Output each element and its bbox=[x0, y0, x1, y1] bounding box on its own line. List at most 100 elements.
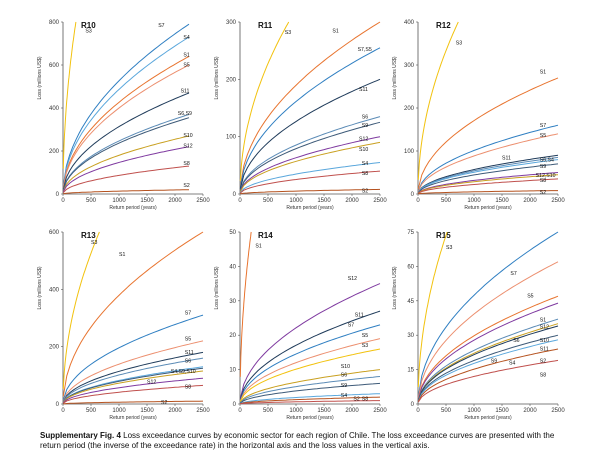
series-s12-line bbox=[239, 136, 381, 192]
chart-title: R11 bbox=[258, 21, 273, 30]
y-axis-label: Loss (millions US$) bbox=[214, 266, 220, 309]
series-label: S7 bbox=[158, 23, 164, 29]
y-tick-label: 10 bbox=[229, 368, 236, 374]
y-tick-label: 30 bbox=[229, 299, 236, 305]
x-tick-label: 2000 bbox=[168, 408, 182, 414]
y-tick-label: 200 bbox=[49, 149, 60, 155]
series-s12-line bbox=[239, 283, 381, 399]
series-label: S8 bbox=[540, 372, 546, 378]
series-label: S3 bbox=[285, 30, 291, 36]
x-tick-label: 500 bbox=[263, 408, 274, 414]
series-label: S9 bbox=[362, 123, 368, 129]
series-label: S11 bbox=[185, 350, 194, 356]
y-tick-label: 0 bbox=[233, 192, 237, 198]
series-label: S11 bbox=[359, 87, 368, 93]
x-tick-label: 0 bbox=[416, 198, 420, 204]
x-tick-label: 2000 bbox=[345, 408, 359, 414]
series-s11-line bbox=[62, 92, 190, 190]
series-s1-line bbox=[62, 231, 204, 397]
series-label: S2 bbox=[540, 359, 546, 365]
series-label: S4,S9,S10 bbox=[171, 369, 196, 375]
series-s5-line bbox=[239, 338, 381, 402]
x-tick-label: 1000 bbox=[112, 198, 126, 204]
series-label: S1 bbox=[540, 70, 546, 76]
series-label: S5 bbox=[185, 336, 191, 342]
series-label: S10 bbox=[183, 133, 192, 139]
series-s7-line bbox=[62, 314, 204, 401]
series-s2-line bbox=[417, 348, 559, 402]
y-tick-label: 800 bbox=[49, 20, 60, 26]
series-s12-line bbox=[418, 172, 559, 194]
y-tick-label: 30 bbox=[407, 333, 414, 339]
x-tick-label: 1000 bbox=[467, 198, 481, 204]
chart-panel-r11: 0 100 200 300 0 500 1000 1500 2000 2500 Return per… bbox=[214, 20, 387, 211]
series-label: S5 bbox=[362, 333, 368, 339]
series-label: S1 bbox=[183, 52, 189, 58]
chart-title: R14 bbox=[258, 231, 273, 240]
series-label: S2 bbox=[353, 397, 359, 403]
chart-panel-r13: 0 200 400 600 0 500 1000 1500 2000 2500 Return per… bbox=[37, 230, 210, 421]
y-tick-label: 15 bbox=[407, 368, 414, 374]
series-label: S8 bbox=[362, 397, 368, 403]
series-label: S5 bbox=[540, 133, 546, 139]
series-s9-line bbox=[417, 334, 559, 402]
y-axis-label: Loss (millions US$) bbox=[392, 56, 398, 99]
series-s7-line bbox=[62, 23, 190, 187]
series-s8-line bbox=[63, 384, 204, 404]
x-axis-label: Return period (years) bbox=[286, 415, 334, 421]
series-label: S4 bbox=[509, 360, 515, 366]
series-label: S11 bbox=[502, 156, 511, 162]
series-s9-line bbox=[239, 121, 381, 191]
chart-panel-r12: 0 100 200 300 400 0 500 1000 1500 2000 2500 Return … bbox=[392, 20, 565, 211]
x-tick-label: 2000 bbox=[168, 198, 182, 204]
series-label: S11 bbox=[181, 89, 190, 95]
y-tick-label: 75 bbox=[407, 230, 414, 236]
series-s6-line bbox=[239, 116, 381, 191]
series-label: S4 bbox=[362, 161, 368, 167]
x-tick-label: 1000 bbox=[467, 408, 481, 414]
y-tick-label: 50 bbox=[229, 230, 236, 236]
series-label: S3 bbox=[85, 28, 91, 34]
series-s8-line bbox=[239, 170, 381, 194]
series-s8-line bbox=[418, 178, 559, 194]
series-label: S7 bbox=[348, 323, 354, 329]
x-tick-label: 1500 bbox=[317, 198, 331, 204]
caption-text: Loss exceedance curves by economic secto… bbox=[40, 431, 555, 450]
caption-label: Supplementary Fig. 4 bbox=[40, 431, 121, 440]
series-label: S12 bbox=[359, 137, 368, 143]
series-s6-line bbox=[62, 357, 204, 403]
series-s2-line bbox=[63, 189, 190, 195]
y-tick-label: 0 bbox=[411, 192, 415, 198]
series-s10-line bbox=[418, 174, 559, 194]
series-label: S7,S5 bbox=[358, 47, 372, 53]
y-tick-label: 600 bbox=[49, 230, 60, 236]
y-tick-label: 400 bbox=[49, 106, 60, 112]
x-tick-label: 500 bbox=[441, 408, 452, 414]
series-s3-line bbox=[239, 348, 381, 402]
series-s7-line bbox=[239, 324, 381, 401]
y-tick-label: 300 bbox=[226, 20, 237, 26]
y-tick-label: 200 bbox=[49, 345, 60, 351]
y-tick-label: 200 bbox=[226, 77, 237, 83]
series-s5-line bbox=[417, 261, 559, 398]
x-tick-label: 1000 bbox=[112, 408, 126, 414]
series-label: S6 bbox=[185, 359, 191, 365]
y-axis-label: Loss (millions US$) bbox=[37, 56, 43, 99]
series-label: S2 bbox=[540, 190, 546, 196]
series-label: S12,S10 bbox=[536, 173, 556, 179]
x-tick-label: 500 bbox=[441, 198, 452, 204]
x-axis-label: Return period (years) bbox=[109, 415, 157, 421]
series-label: S1 bbox=[119, 252, 125, 258]
y-tick-label: 0 bbox=[56, 192, 60, 198]
y-tick-label: 0 bbox=[411, 402, 415, 408]
x-tick-label: 2500 bbox=[551, 198, 565, 204]
x-tick-label: 500 bbox=[263, 198, 274, 204]
y-tick-label: 300 bbox=[404, 63, 415, 69]
series-s6-line bbox=[239, 376, 381, 404]
series-s7-line bbox=[417, 231, 559, 397]
series-label: S6 bbox=[513, 338, 519, 344]
series-label: S3 bbox=[362, 343, 368, 349]
x-tick-label: 0 bbox=[416, 408, 420, 414]
series-s4-line bbox=[239, 162, 381, 193]
